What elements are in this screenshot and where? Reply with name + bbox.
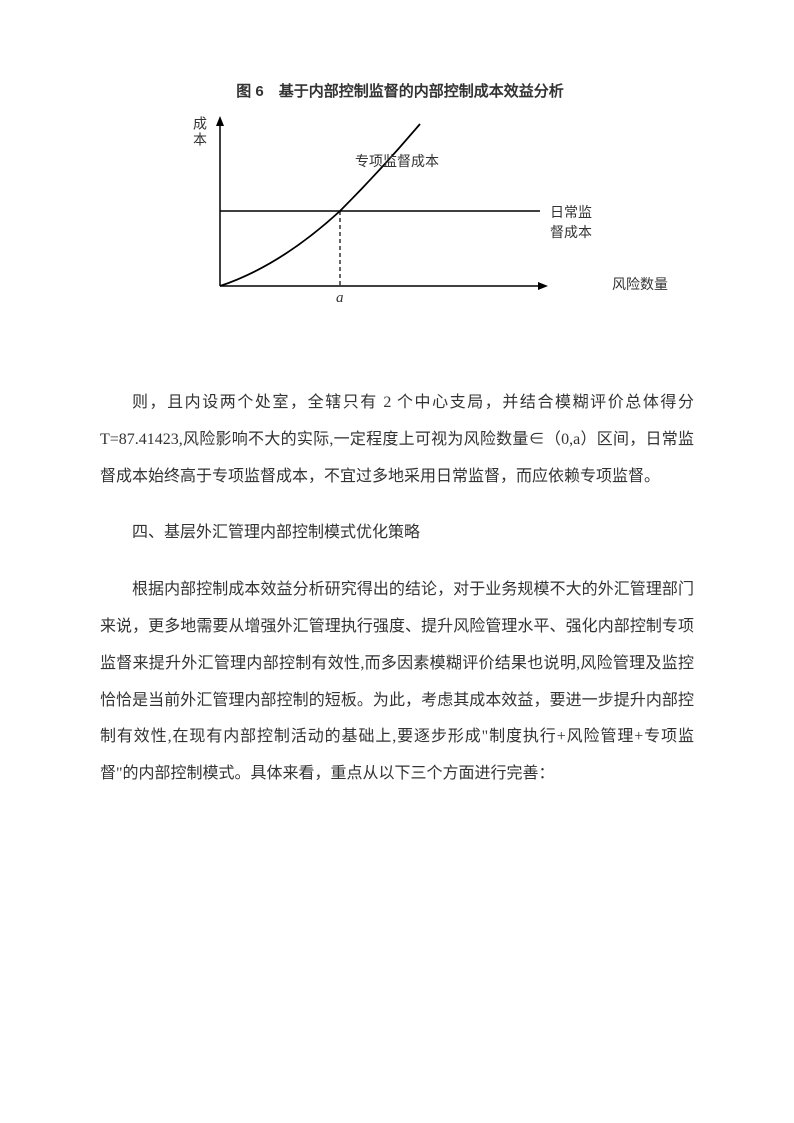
tick-a-label: a <box>336 290 344 307</box>
y-axis-arrow <box>216 116 224 126</box>
section-title: 四、基层外汇管理内部控制模式优化策略 <box>100 515 694 552</box>
paragraph-2: 根据内部控制成本效益分析研究得出的结论，对于业务规模不大的外汇管理部门来说，更多… <box>100 572 694 793</box>
chart-svg <box>200 116 560 301</box>
figure-section: 图 6 基于内部控制监督的内部控制成本效益分析 成本 专项监督成本 日常监督成本… <box>150 80 650 316</box>
x-axis-arrow <box>538 282 548 290</box>
daily-supervision-label: 日常监督成本 <box>550 202 600 242</box>
special-supervision-label: 专项监督成本 <box>355 151 439 171</box>
paragraph-1: 则，且内设两个处室，全辖只有 2 个中心支局，并结合模糊评价总体得分 T=87.… <box>100 385 694 495</box>
text-content: 则，且内设两个处室，全辖只有 2 个中心支局，并结合模糊评价总体得分 T=87.… <box>100 385 694 803</box>
x-axis-label: 风险数量 <box>612 274 668 294</box>
figure-title: 图 6 基于内部控制监督的内部控制成本效益分析 <box>150 80 650 101</box>
special-supervision-curve <box>220 124 420 286</box>
chart-container: 成本 专项监督成本 日常监督成本 风险数量 a <box>200 116 600 316</box>
